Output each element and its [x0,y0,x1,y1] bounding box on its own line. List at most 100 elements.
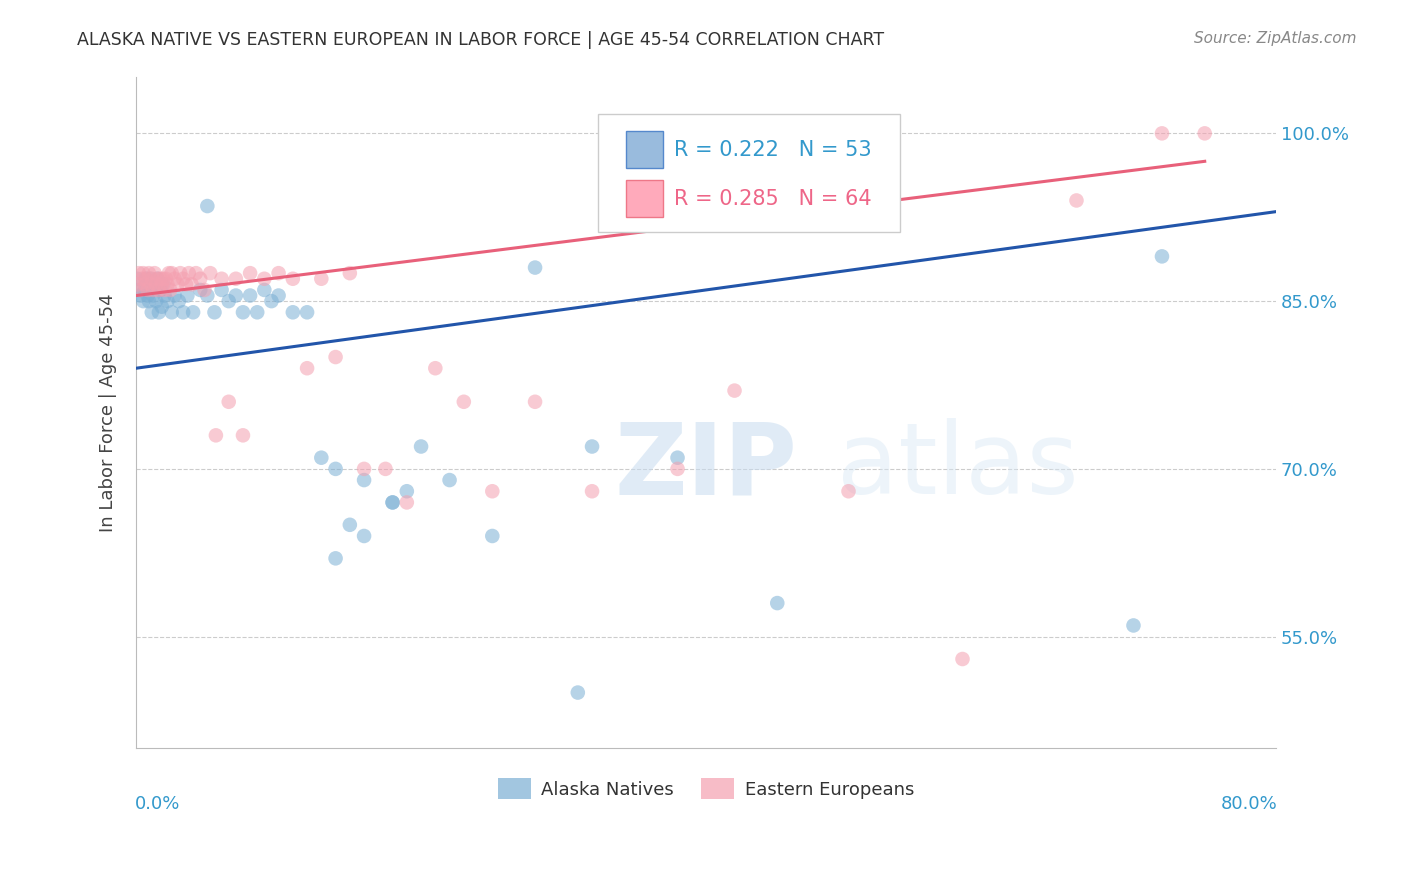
Point [148,305,170,319]
Point [143,266,166,280]
Point [159,283,181,297]
Point [156,277,179,292]
Point [160,266,183,280]
Point [295,305,318,319]
Point [267,266,290,280]
Point [150,300,173,314]
Point [176,288,198,302]
Point [395,495,418,509]
Point [172,305,194,319]
Point [188,283,211,297]
Point [136,283,159,297]
Point [567,685,589,699]
Point [325,350,347,364]
Point [153,288,176,302]
Text: R = 0.222   N = 53: R = 0.222 N = 53 [673,139,872,160]
Point [138,266,160,280]
Point [353,529,375,543]
Point [425,361,447,376]
Point [143,277,166,292]
Point [246,305,269,319]
Point [325,551,347,566]
Point [138,294,160,309]
Point [131,272,153,286]
Point [211,283,233,297]
Point [439,473,461,487]
Point [129,283,152,297]
Point [232,305,254,319]
Point [167,294,190,309]
Point [353,462,375,476]
Point [353,473,375,487]
Point [163,272,186,286]
Legend: Alaska Natives, Eastern Europeans: Alaska Natives, Eastern Europeans [491,772,921,806]
Point [141,305,163,319]
Text: ZIP: ZIP [614,418,797,516]
Point [481,529,503,543]
Point [253,272,276,286]
Point [200,266,222,280]
Point [581,440,603,454]
Point [381,495,404,509]
Point [166,277,188,292]
FancyBboxPatch shape [598,114,900,232]
Point [157,266,180,280]
Point [381,495,404,509]
Point [524,260,547,275]
Point [150,277,173,292]
Point [666,462,689,476]
Point [311,450,333,465]
Point [188,272,211,286]
Point [149,283,172,297]
Point [128,266,150,280]
Text: atlas: atlas [837,418,1078,516]
Point [453,394,475,409]
Point [952,652,974,666]
Point [239,288,262,302]
Point [160,305,183,319]
FancyBboxPatch shape [626,131,662,168]
Point [139,272,162,286]
Text: Source: ZipAtlas.com: Source: ZipAtlas.com [1194,31,1357,46]
Point [169,266,191,280]
Point [395,484,418,499]
Point [153,283,176,297]
Point [127,272,149,286]
Point [295,361,318,376]
Point [1066,194,1088,208]
Point [205,428,228,442]
Point [172,272,194,286]
Point [766,596,789,610]
Point [127,277,149,292]
Point [174,277,197,292]
Point [723,384,745,398]
Point [837,484,859,499]
Point [339,266,361,280]
Point [142,283,165,297]
Point [163,288,186,302]
Point [195,199,218,213]
Point [267,288,290,302]
Text: ALASKA NATIVE VS EASTERN EUROPEAN IN LABOR FORCE | AGE 45-54 CORRELATION CHART: ALASKA NATIVE VS EASTERN EUROPEAN IN LAB… [77,31,884,49]
Text: 80.0%: 80.0% [1220,796,1277,814]
Point [129,288,152,302]
Point [218,394,240,409]
Point [155,272,177,286]
Point [145,277,167,292]
Point [581,484,603,499]
Point [135,272,157,286]
Point [184,266,207,280]
Point [481,484,503,499]
Point [134,283,156,297]
Point [145,294,167,309]
Point [136,288,159,302]
Point [666,450,689,465]
Point [148,283,170,297]
Point [253,283,276,297]
Point [152,272,174,286]
Point [177,266,200,280]
Point [281,272,304,286]
Point [135,272,157,286]
Point [225,288,247,302]
Point [132,266,155,280]
